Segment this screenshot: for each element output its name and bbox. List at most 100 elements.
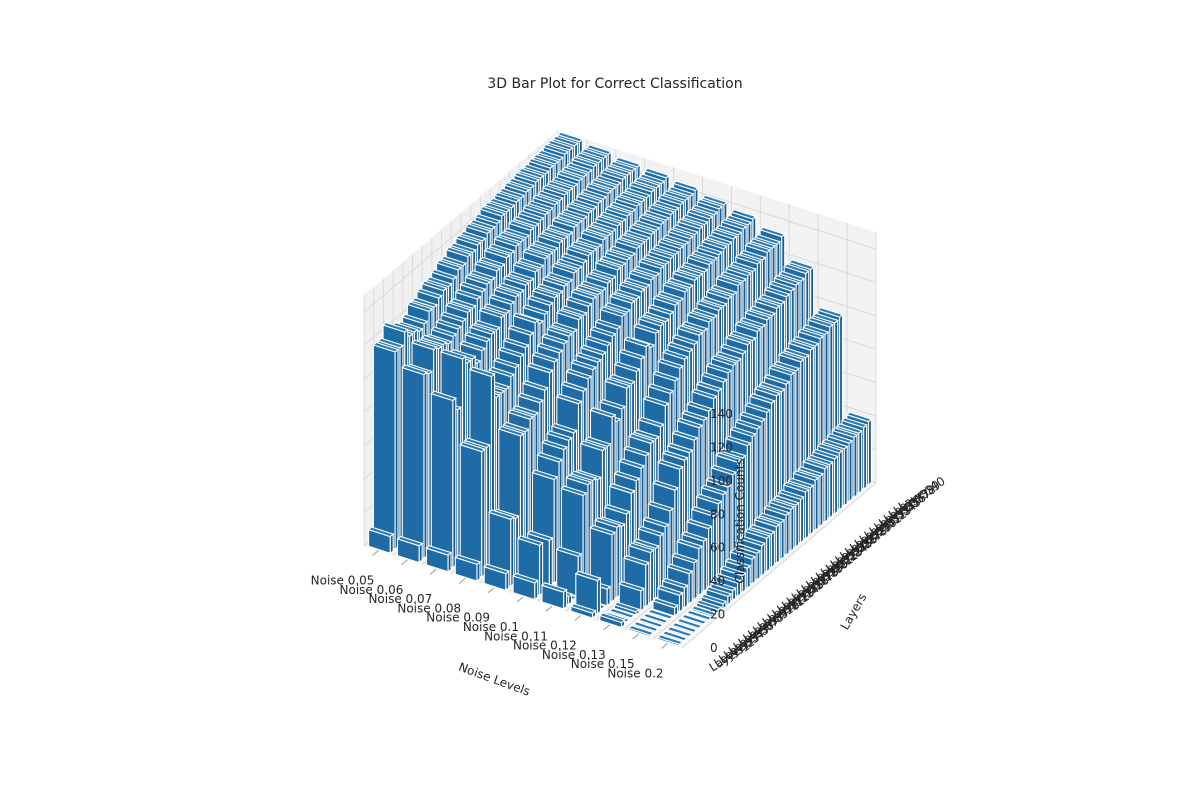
bar-top xyxy=(478,256,506,268)
bar-top xyxy=(690,605,718,617)
bar xyxy=(627,624,655,638)
z-tick-label: 80 xyxy=(710,507,725,521)
bar-top xyxy=(487,509,515,521)
bar-top xyxy=(550,422,578,434)
bar-side xyxy=(505,569,510,592)
bar-top xyxy=(797,328,825,340)
bar xyxy=(632,621,660,634)
z-tick-label: 100 xyxy=(710,474,733,488)
bar-side xyxy=(804,488,809,541)
bar-top xyxy=(619,191,646,203)
bar-top xyxy=(709,580,737,592)
bar xyxy=(666,626,694,640)
x-tick-mark xyxy=(603,624,611,631)
bar-top xyxy=(449,242,477,254)
bar-top xyxy=(618,458,646,469)
bar xyxy=(680,613,708,627)
bar-top xyxy=(676,325,704,336)
bar-top xyxy=(580,148,608,160)
x-axis-label: Noise Levels xyxy=(457,660,532,699)
bar xyxy=(454,554,482,583)
bar-side xyxy=(698,545,703,597)
bar-top xyxy=(681,321,709,332)
bar-side xyxy=(481,447,486,579)
bar-top xyxy=(724,265,752,277)
bar-top xyxy=(686,401,713,412)
x-tick-label: Noise 0.06 xyxy=(340,583,404,597)
bar-top xyxy=(454,554,482,566)
bar-top xyxy=(599,306,627,318)
bar-top xyxy=(835,423,863,434)
bar-top xyxy=(802,458,829,470)
bar-top xyxy=(560,252,588,264)
bar-top xyxy=(729,261,757,273)
bar-top xyxy=(580,189,608,200)
bar-side xyxy=(814,476,819,532)
bar-top xyxy=(676,218,704,230)
bar-top xyxy=(415,288,443,299)
bar-top xyxy=(517,167,545,179)
bar-side xyxy=(678,591,684,614)
bar-top xyxy=(565,203,593,214)
bar-top xyxy=(565,245,593,257)
bar-top xyxy=(546,272,574,283)
bar-top xyxy=(676,417,704,429)
bar-top xyxy=(609,245,637,257)
bar-top xyxy=(661,577,689,589)
bar-top xyxy=(657,290,685,302)
bar-top xyxy=(744,309,771,321)
bar-side xyxy=(838,449,843,512)
bar-top xyxy=(542,143,569,155)
bar-top xyxy=(537,149,565,161)
bar-top xyxy=(724,435,752,447)
bar-top xyxy=(676,266,704,277)
x-tick-label: Noise 0.12 xyxy=(513,639,577,653)
bar-top xyxy=(758,512,786,524)
bar xyxy=(675,618,703,631)
bar-top xyxy=(565,296,593,307)
x-tick-mark xyxy=(487,587,495,594)
bar-top xyxy=(748,393,776,404)
bar-top xyxy=(633,265,661,277)
bar-top xyxy=(705,288,733,300)
y-axis-label: Layers xyxy=(838,591,870,632)
bar-top xyxy=(666,442,694,454)
bar-top xyxy=(754,298,781,309)
bar-top xyxy=(792,335,820,347)
bar xyxy=(430,390,457,569)
bar-top xyxy=(531,287,559,299)
bar-top xyxy=(546,180,574,192)
bar-top xyxy=(633,220,661,231)
x-tick-label: Noise 0.08 xyxy=(397,601,461,615)
bar-top xyxy=(681,410,709,421)
bar-top xyxy=(585,144,613,155)
x-tick-label: Noise 0.13 xyxy=(542,648,606,662)
bar-top xyxy=(483,303,511,315)
bar-top xyxy=(623,230,651,241)
bar-top xyxy=(714,452,742,463)
bar-side xyxy=(863,423,868,491)
bar-top xyxy=(691,307,718,319)
bar-top xyxy=(445,246,472,258)
bar-side xyxy=(688,570,693,605)
bar-top xyxy=(569,603,597,614)
bar-top xyxy=(807,316,834,328)
x-tick-label: Noise 0.05 xyxy=(311,574,375,588)
bar-top xyxy=(772,495,800,506)
bar-top xyxy=(758,226,786,238)
bar-top xyxy=(739,317,767,328)
bar-top xyxy=(560,381,588,392)
bar-top xyxy=(729,426,757,438)
bar-top xyxy=(430,326,458,338)
bar-top xyxy=(483,201,511,213)
bar-top xyxy=(444,302,472,314)
bar-top xyxy=(522,248,550,260)
bar-top xyxy=(787,259,815,271)
bar-top xyxy=(381,321,409,333)
bar-top xyxy=(758,294,786,305)
bar-top xyxy=(700,296,728,307)
bar-top xyxy=(700,593,728,605)
bar xyxy=(656,634,684,648)
bar-top xyxy=(575,352,602,363)
bar-top xyxy=(773,275,801,286)
